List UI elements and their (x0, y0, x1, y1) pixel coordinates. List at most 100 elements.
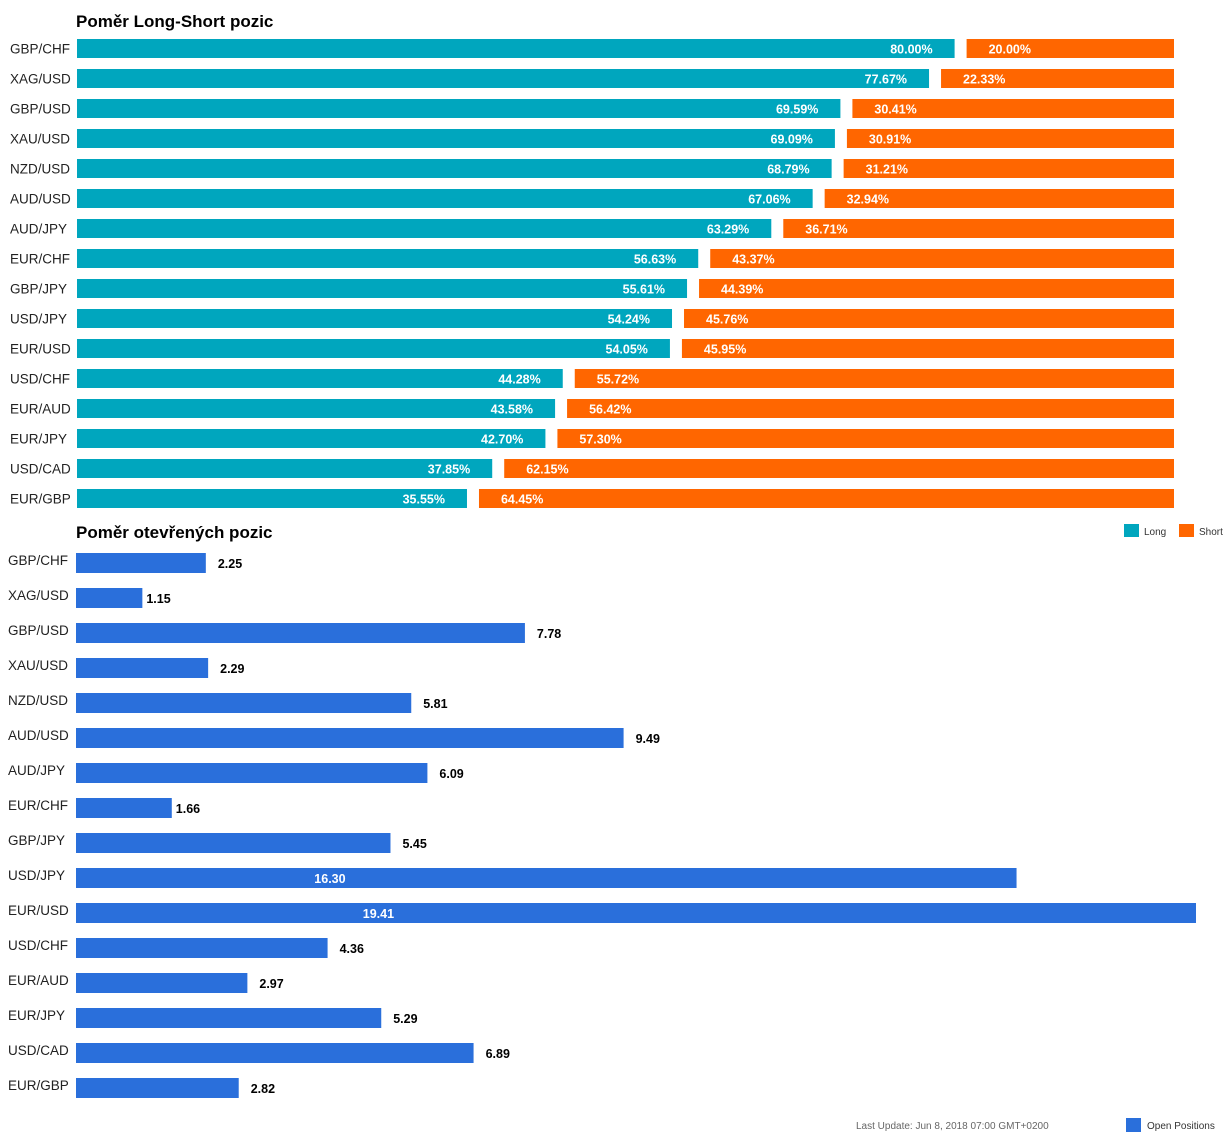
open-positions-bar-eur-jpy (76, 1008, 382, 1028)
legend-short-swatch (1179, 524, 1194, 537)
long-value-label-eur-jpy: 42.70% (481, 433, 523, 447)
legend-long-label: Long (1144, 527, 1166, 538)
short-value-label-gbp-usd: 30.41% (874, 103, 916, 117)
long-bar-usd-chf (77, 369, 563, 388)
category-label-gbp-usd: GBP/USD (10, 102, 71, 117)
long-bar-eur-chf (77, 249, 699, 268)
long-value-label-xag-usd: 77.67% (865, 73, 907, 87)
long-value-label-nzd-usd: 68.79% (767, 163, 809, 177)
long-value-label-usd-cad: 37.85% (428, 463, 470, 477)
category-label-eur-usd: EUR/USD (10, 342, 71, 357)
open-positions-bar-gbp-usd (76, 623, 525, 643)
open-positions-bar-aud-usd (76, 728, 624, 748)
long-value-label-usd-chf: 44.28% (498, 373, 540, 387)
category-label-aud-usd: AUD/USD (10, 192, 71, 207)
long-value-label-gbp-jpy: 55.61% (623, 283, 665, 297)
short-value-label-xag-usd: 22.33% (963, 73, 1005, 87)
short-bar-nzd-usd (843, 159, 1174, 178)
short-value-label-eur-chf: 43.37% (732, 253, 774, 267)
long-bar-gbp-usd (77, 99, 841, 118)
short-value-label-eur-gbp: 64.45% (501, 493, 543, 507)
short-bar-eur-chf (710, 249, 1174, 268)
long-value-label-aud-jpy: 63.29% (707, 223, 749, 237)
long-value-label-aud-usd: 67.06% (748, 193, 790, 207)
long-short-legend: Long Short (1124, 524, 1223, 538)
short-bar-eur-usd (681, 339, 1174, 358)
legend-short-label: Short (1199, 527, 1223, 538)
open-positions-bar-gbp-jpy (76, 833, 391, 853)
category-label-gbp-jpy: GBP/JPY (10, 282, 67, 297)
open-positions-bar-nzd-usd (76, 693, 412, 713)
short-bar-xau-usd (846, 129, 1174, 148)
short-bar-aud-usd (824, 189, 1174, 208)
long-value-label-usd-jpy: 54.24% (608, 313, 650, 327)
category-label-gbp-chf: GBP/CHF (10, 42, 70, 57)
open-positions-value-label-usd-chf: 4.36 (340, 942, 364, 956)
long-bar-aud-usd (77, 189, 813, 208)
category-label-usd-chf: USD/CHF (10, 372, 70, 387)
open-positions-bar-xag-usd (76, 588, 143, 608)
category-label-usd-jpy: USD/JPY (8, 868, 65, 883)
short-value-label-eur-aud: 56.42% (589, 403, 631, 417)
short-bar-gbp-usd (852, 99, 1174, 118)
open-positions-bar-eur-gbp (76, 1078, 239, 1098)
category-label-eur-jpy: EUR/JPY (10, 432, 67, 447)
long-bar-eur-jpy (77, 429, 546, 448)
open-positions-value-label-gbp-chf: 2.25 (218, 557, 242, 571)
open-positions-value-label-eur-chf: 1.66 (176, 802, 200, 816)
long-value-label-gbp-usd: 69.59% (776, 103, 818, 117)
open-positions-value-label-aud-jpy: 6.09 (439, 767, 463, 781)
open-positions-value-label-gbp-jpy: 5.45 (402, 837, 426, 851)
long-bar-xau-usd (77, 129, 835, 148)
short-value-label-gbp-jpy: 44.39% (721, 283, 763, 297)
long-bar-xag-usd (77, 69, 930, 88)
short-bar-gbp-jpy (699, 279, 1174, 298)
short-bar-usd-cad (504, 459, 1175, 478)
long-bar-eur-aud (77, 399, 556, 418)
category-label-usd-cad: USD/CAD (8, 1043, 69, 1058)
category-label-xag-usd: XAG/USD (8, 588, 69, 603)
open-positions-bar-eur-aud (76, 973, 248, 993)
short-value-label-aud-jpy: 36.71% (805, 223, 847, 237)
open-positions-bar-usd-cad (76, 1043, 474, 1063)
open-positions-bar-eur-usd (76, 903, 1196, 923)
open-positions-value-label-eur-jpy: 5.29 (393, 1012, 417, 1026)
open-positions-value-label-eur-aud: 2.97 (259, 977, 283, 991)
category-label-eur-jpy: EUR/JPY (8, 1008, 65, 1023)
category-label-eur-aud: EUR/AUD (8, 973, 69, 988)
open-positions-value-label-eur-gbp: 2.82 (251, 1082, 275, 1096)
short-value-label-eur-jpy: 57.30% (579, 433, 621, 447)
long-bar-eur-gbp (77, 489, 467, 508)
last-update-text: Last Update: Jun 8, 2018 07:00 GMT+0200 (856, 1121, 1049, 1132)
long-short-chart-title: Poměr Long-Short pozic (76, 12, 273, 31)
long-bar-gbp-chf (77, 39, 955, 58)
short-value-label-aud-usd: 32.94% (847, 193, 889, 207)
short-bar-xag-usd (941, 69, 1174, 88)
short-value-label-nzd-usd: 31.21% (866, 163, 908, 177)
short-bar-aud-jpy (783, 219, 1174, 238)
open-positions-value-label-xau-usd: 2.29 (220, 662, 244, 676)
category-label-eur-gbp: EUR/GBP (10, 492, 71, 507)
short-value-label-gbp-chf: 20.00% (989, 43, 1031, 57)
short-value-label-usd-cad: 62.15% (526, 463, 568, 477)
category-label-aud-usd: AUD/USD (8, 728, 69, 743)
short-bar-usd-jpy (684, 309, 1174, 328)
category-label-eur-chf: EUR/CHF (10, 252, 70, 267)
long-bar-usd-jpy (77, 309, 673, 328)
open-positions-legend: Open Positions (1126, 1118, 1215, 1132)
category-label-eur-usd: EUR/USD (8, 903, 69, 918)
long-bar-gbp-jpy (77, 279, 688, 298)
long-value-label-xau-usd: 69.09% (771, 133, 813, 147)
open-positions-bar-usd-chf (76, 938, 328, 958)
long-value-label-eur-chf: 56.63% (634, 253, 676, 267)
legend-open-positions-label: Open Positions (1147, 1121, 1215, 1132)
category-label-nzd-usd: NZD/USD (10, 162, 70, 177)
category-label-xau-usd: XAU/USD (8, 658, 68, 673)
open-positions-bar-eur-chf (76, 798, 172, 818)
open-positions-bar-xau-usd (76, 658, 209, 678)
open-positions-chart: GBP/CHF 2.25 XAG/USD 1.15 GBP/USD 7.78 XAU/USD… (8, 553, 1196, 1098)
short-bar-gbp-chf (966, 39, 1174, 58)
category-label-xau-usd: XAU/USD (10, 132, 70, 147)
open-positions-value-label-aud-usd: 9.49 (636, 732, 660, 746)
